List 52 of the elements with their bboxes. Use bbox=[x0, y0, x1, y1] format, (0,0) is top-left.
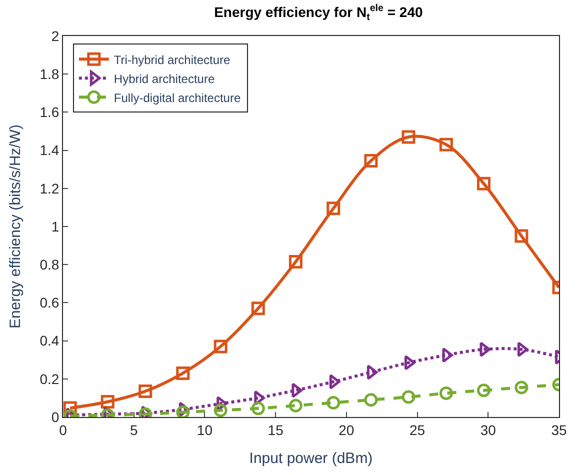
point bbox=[329, 374, 340, 390]
point bbox=[477, 384, 490, 398]
point bbox=[288, 254, 302, 268]
point bbox=[477, 176, 490, 190]
y-tick-label: 1.2 bbox=[40, 180, 60, 196]
point bbox=[402, 130, 416, 144]
y-tick-label: 1.4 bbox=[40, 142, 60, 158]
y-tick-label: 0.8 bbox=[40, 256, 60, 272]
point bbox=[288, 398, 302, 412]
point bbox=[402, 390, 416, 404]
point bbox=[292, 382, 302, 398]
y-tick-label: 1.8 bbox=[40, 66, 60, 82]
point bbox=[214, 404, 228, 417]
point bbox=[251, 302, 265, 316]
point bbox=[326, 202, 340, 216]
x-tick-label: 30 bbox=[480, 422, 496, 438]
point bbox=[514, 380, 528, 394]
point bbox=[364, 154, 378, 168]
y-tick-label: 0.2 bbox=[40, 370, 60, 387]
y-tick-label: 2 bbox=[51, 28, 60, 44]
x-tick-label: 10 bbox=[196, 422, 213, 438]
chart-title: Energy efficiency for N$_{t}$$^{ele}$ = 240 bbox=[214, 3, 424, 23]
point bbox=[517, 342, 528, 357]
point bbox=[251, 402, 265, 416]
point bbox=[364, 393, 378, 407]
point bbox=[176, 405, 190, 417]
point bbox=[439, 386, 453, 400]
point bbox=[439, 138, 453, 152]
point bbox=[404, 355, 416, 370]
y-tick-label: 1.6 bbox=[40, 104, 60, 120]
legend-label: Hybrid architecture bbox=[114, 72, 215, 86]
x-tick-label: 20 bbox=[338, 422, 354, 438]
y-tick-label: 0 bbox=[51, 408, 60, 425]
point bbox=[514, 229, 528, 243]
point bbox=[100, 395, 114, 409]
y-tick-label: 0.6 bbox=[40, 294, 60, 311]
point bbox=[176, 366, 190, 380]
y-tick-label: 1 bbox=[51, 218, 60, 234]
point bbox=[138, 384, 152, 398]
x-tick-label: 25 bbox=[410, 422, 426, 438]
point bbox=[214, 340, 228, 354]
y-tick-label: 0.4 bbox=[40, 332, 60, 349]
y-axis-title: Energy efficiency (bits/s/Hz/W) bbox=[6, 124, 24, 328]
point bbox=[366, 364, 378, 380]
x-axis-title: Input power (dBm) bbox=[249, 450, 373, 467]
point bbox=[326, 396, 340, 410]
x-tick-label: 35 bbox=[551, 422, 567, 438]
x-tick-label: 15 bbox=[268, 422, 284, 438]
point bbox=[480, 342, 490, 357]
legend-label: Fully-digital architecture bbox=[114, 90, 241, 105]
x-tick-label: 5 bbox=[130, 422, 138, 438]
legend-label: Tri-hybrid architecture bbox=[114, 52, 230, 67]
